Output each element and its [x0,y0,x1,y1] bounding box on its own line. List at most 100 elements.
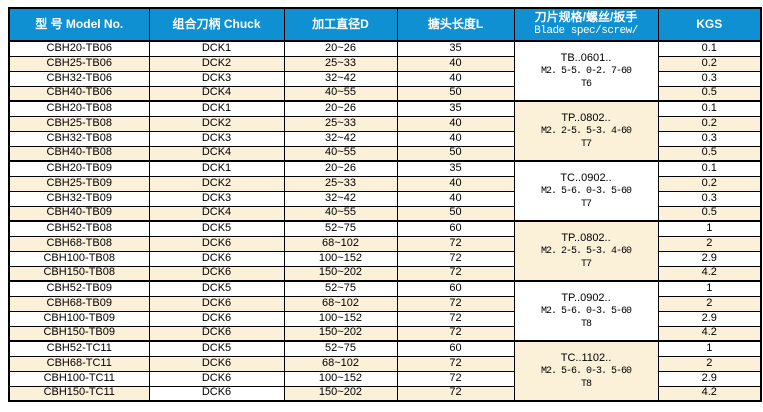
cell-model: CBH52-TB09 [8,280,150,297]
cell-chuck: DCK3 [148,70,285,87]
cell-chuck: DCK5 [148,280,285,297]
cell-kgs: 2 [657,295,762,312]
cell-chuck: DCK3 [148,190,285,207]
cell-chuck: DCK5 [148,340,285,357]
table-row: CBH20-TB06 DCK1 20~26 35 TB..0601.. M2. 5-5. … [8,40,762,102]
cell-kgs: 4.2 [657,265,762,282]
cell-chuck: DCK1 [148,40,285,57]
column-header-spec: 刀片规格/螺丝/扳手 Blade spec/screw/ [513,7,659,42]
cell-model: CBH68-TC11 [8,355,150,372]
cell-model: CBH100-TC11 [8,370,150,387]
cell-diameter: 20~26 [283,100,398,117]
cell-chuck: DCK1 [148,160,285,177]
cell-kgs: 4.2 [657,385,762,402]
blade-spec-line1: TC..0902.. [560,171,612,184]
cell-model: CBH32-TB08 [8,130,150,147]
blade-spec-line1: TP..0902.. [561,291,611,304]
cell-length: 72 [396,370,515,387]
cell-diameter: 25~33 [283,175,398,192]
cell-chuck: DCK1 [148,100,285,117]
blade-spec-line3: T7 [580,139,592,151]
cell-blade-spec: TP..0802.. M2. 2-5. 5-3. 4-60 T7 [513,220,659,282]
cell-length: 50 [396,85,515,102]
cell-model: CBH40-TB09 [8,205,150,222]
cell-kgs: 0.3 [657,70,762,87]
column-header-kgs: KGS [657,7,762,42]
blade-spec-line1: TP..0802.. [561,231,611,244]
cell-diameter: 32~42 [283,130,398,147]
cell-chuck: DCK6 [148,370,285,387]
cell-chuck: DCK6 [148,235,285,252]
cell-diameter: 100~152 [283,370,398,387]
cell-chuck: DCK5 [148,220,285,237]
header-row: 型 号 Model No. 组合刀柄 Chuck 加工直径D 搪头长度L 刀片规格/螺丝… [8,7,762,42]
cell-chuck: DCK6 [148,295,285,312]
column-header-sublabel: Blade spec/screw/ [534,25,638,38]
cell-model: CBH150-TC11 [8,385,150,402]
cell-length: 72 [396,310,515,327]
column-header-label: 组合刀柄 Chuck [172,16,261,31]
column-header-label: 刀片规格/螺丝/扳手 [534,10,638,25]
blade-spec-line2: M2. 5-6. 0-3. 5-60 [540,306,632,318]
blade-spec-line2: M2. 2-5. 5-3. 4-60 [540,246,632,258]
cell-diameter: 40~55 [283,85,398,102]
cell-diameter: 20~26 [283,160,398,177]
cell-kgs: 2 [657,355,762,372]
cell-diameter: 52~75 [283,340,398,357]
column-header-label: KGS [696,16,723,31]
table-row: CBH68-TB09 DCK6 68~102 72 2 [8,295,762,312]
cell-length: 40 [396,190,515,207]
cell-model: CBH40-TB06 [8,85,150,102]
cell-diameter: 68~102 [283,295,398,312]
cell-blade-spec: TP..0802.. M2. 2-5. 5-3. 4-60 T7 [513,100,659,162]
cell-length: 35 [396,40,515,57]
cell-kgs: 0.2 [657,115,762,132]
blade-spec-line1: TC..1102.. [560,351,612,364]
cell-diameter: 68~102 [283,235,398,252]
cell-diameter: 52~75 [283,220,398,237]
cell-model: CBH100-TB09 [8,310,150,327]
cell-model: CBH25-TB08 [8,115,150,132]
cell-diameter: 100~152 [283,310,398,327]
column-header-label: 加工直径D [312,16,369,31]
cell-length: 60 [396,220,515,237]
cell-length: 40 [396,130,515,147]
cell-length: 40 [396,70,515,87]
cell-model: CBH150-TB09 [8,325,150,342]
table-row: CBH25-TB09 DCK2 25~33 40 0.2 [8,175,762,192]
cell-model: CBH150-TB08 [8,265,150,282]
cell-diameter: 32~42 [283,70,398,87]
cell-kgs: 2.9 [657,370,762,387]
cell-diameter: 52~75 [283,280,398,297]
blade-spec-line2: M2. 2-5. 5-3. 4-60 [540,126,632,138]
cell-model: CBH40-TB08 [8,145,150,162]
cell-chuck: DCK3 [148,130,285,147]
cell-length: 50 [396,145,515,162]
blade-spec-line3: T7 [580,259,592,271]
table-row: CBH68-TC11 DCK6 68~102 72 2 [8,355,762,372]
cell-diameter: 150~202 [283,325,398,342]
cell-chuck: DCK2 [148,175,285,192]
cell-kgs: 4.2 [657,325,762,342]
cell-diameter: 20~26 [283,40,398,57]
cell-kgs: 2 [657,235,762,252]
blade-spec-line2: M2. 5-6. 0-3. 5-60 [540,186,632,198]
blade-spec-line2: M2. 5-5. 0-2. 7-60 [540,66,632,78]
cell-length: 72 [396,355,515,372]
blade-spec-line2: M2. 5-6. 0-3. 5-60 [540,366,632,378]
cell-kgs: 0.5 [657,205,762,222]
table-row: CBH40-TB06 DCK4 40~55 50 0.5 [8,85,762,102]
column-header-length: 搪头长度L [396,7,515,42]
cell-kgs: 0.1 [657,40,762,57]
blade-spec-line3: T8 [580,379,592,391]
cell-length: 72 [396,250,515,267]
table-row: CBH40-TB09 DCK4 40~55 50 0.5 [8,205,762,222]
cell-diameter: 32~42 [283,190,398,207]
cell-chuck: DCK6 [148,265,285,282]
cell-diameter: 150~202 [283,265,398,282]
table-row: CBH20-TB08 DCK1 20~26 35 TP..0802.. M2. 2-5. … [8,100,762,162]
cell-blade-spec: TC..1102.. M2. 5-6. 0-3. 5-60 T8 [513,340,659,402]
cell-model: CBH32-TB09 [8,190,150,207]
cell-chuck: DCK4 [148,205,285,222]
table-row: CBH100-TC11 DCK6 100~152 72 2.9 [8,370,762,387]
